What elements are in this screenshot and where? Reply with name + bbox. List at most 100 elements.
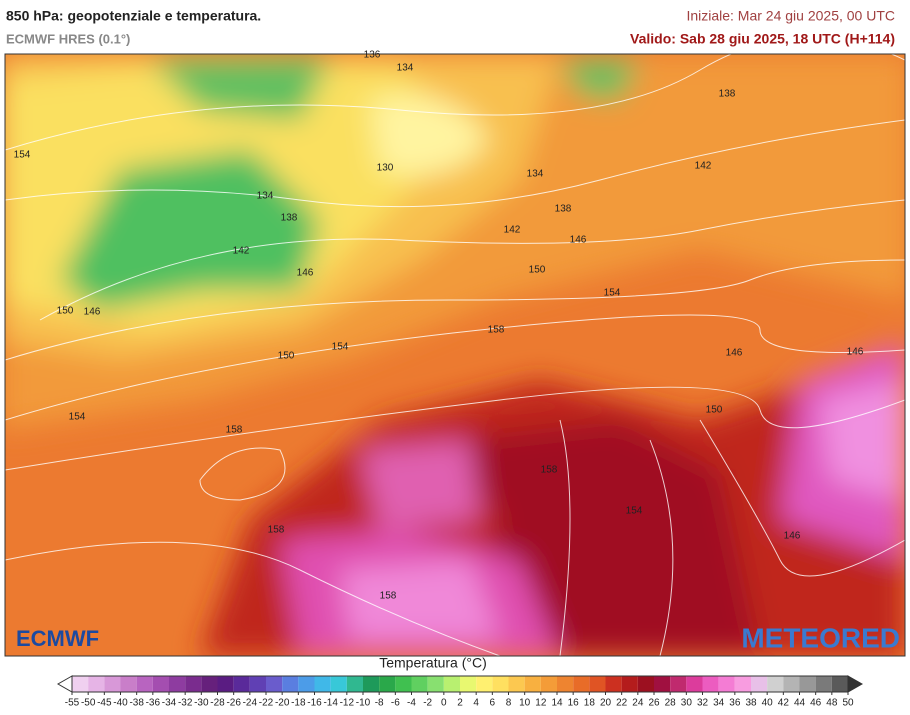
colorbar-box [427, 676, 444, 692]
colorbar-label: -6 [391, 698, 400, 709]
colorbar-label: 42 [778, 698, 790, 709]
colorbar-label: 16 [568, 698, 580, 709]
colorbar-label: -18 [291, 698, 306, 709]
colorbar-label: -20 [275, 698, 290, 709]
colorbar-label: -45 [97, 698, 112, 709]
contour-label: 158 [226, 425, 243, 436]
colorbar-box [249, 676, 266, 692]
logo-meteored: METEORED [741, 622, 900, 653]
colorbar-label: -24 [243, 698, 258, 709]
colorbar-box [169, 676, 186, 692]
contour-label: 158 [488, 325, 505, 336]
colorbar-label: 50 [842, 698, 854, 709]
colorbar-label: 18 [584, 698, 596, 709]
colorbar-box [443, 676, 460, 692]
contour-label: 158 [268, 525, 285, 536]
colorbar-box [621, 676, 638, 692]
contour-label: 146 [784, 531, 801, 542]
title: 850 hPa: geopotenziale e temperatura. [6, 8, 261, 24]
colorbar-box [637, 676, 654, 692]
colorbar-box [363, 676, 380, 692]
contour-label: 146 [847, 347, 864, 358]
colorbar-label: -36 [146, 698, 161, 709]
colorbar-label: 10 [519, 698, 531, 709]
colorbar-label: -22 [259, 698, 274, 709]
contour-label: 138 [281, 213, 298, 224]
colorbar-box [411, 676, 428, 692]
colorbar-label: -30 [194, 698, 209, 709]
colorbar-box [72, 676, 89, 692]
colorbar-label: -14 [323, 698, 338, 709]
colorbar-box [217, 676, 234, 692]
colorbar-box [201, 676, 218, 692]
colorbar-box [136, 676, 153, 692]
colorbar-label: 38 [745, 698, 757, 709]
colorbar-label: 46 [810, 698, 822, 709]
colorbar-box [605, 676, 622, 692]
colorbar-box [573, 676, 590, 692]
colorbar-label: -38 [129, 698, 144, 709]
colorbar-label: -2 [423, 698, 432, 709]
colorbar-label: -10 [356, 698, 371, 709]
colorbar-label: 12 [535, 698, 547, 709]
contour-label: 138 [719, 89, 736, 100]
colorbar-box [589, 676, 606, 692]
colorbar-box [346, 676, 363, 692]
colorbar-box [670, 676, 687, 692]
init-time: Iniziale: Mar 24 giu 2025, 00 UTC [686, 8, 895, 24]
colorbar-box [330, 676, 347, 692]
colorbar-box [654, 676, 671, 692]
contour-label: 142 [504, 225, 521, 236]
colorbar-label: 2 [457, 698, 463, 709]
colorbar-label: -40 [113, 698, 128, 709]
contour-label: 134 [257, 191, 274, 202]
colorbar-label: 36 [729, 698, 741, 709]
colorbar-label: 48 [826, 698, 838, 709]
valid-time: Valido: Sab 28 giu 2025, 18 UTC (H+114) [630, 31, 895, 47]
colorbar-label: -28 [210, 698, 225, 709]
colorbar-box [185, 676, 202, 692]
contour-label: 150 [57, 306, 74, 317]
colorbar-box [152, 676, 169, 692]
colorbar-label: 28 [665, 698, 677, 709]
contour-label: 146 [84, 307, 101, 318]
colorbar-label: 34 [713, 698, 725, 709]
map-frame [4, 53, 906, 657]
colorbar-label: -26 [226, 698, 241, 709]
colorbar-box [379, 676, 396, 692]
colorbar-box [508, 676, 525, 692]
contour-label: 146 [726, 348, 743, 359]
colorbar-box [314, 676, 331, 692]
colorbar-box [831, 676, 848, 692]
contour-label: 142 [695, 161, 712, 172]
colorbar-label: 30 [681, 698, 693, 709]
colorbar-box [476, 676, 493, 692]
contour-label: 154 [604, 288, 621, 299]
contour-label: 146 [297, 268, 314, 279]
colorbar-label: 32 [697, 698, 709, 709]
colorbar-box [266, 676, 283, 692]
model: ECMWF HRES (0.1°) [6, 31, 130, 46]
colorbar-box [686, 676, 703, 692]
colorbar-box [702, 676, 719, 692]
contour-label: 150 [529, 265, 546, 276]
contour-label: 142 [233, 246, 250, 257]
colorbar-box [395, 676, 412, 692]
contour-label: 150 [706, 405, 723, 416]
colorbar-label: 8 [506, 698, 512, 709]
colorbar-box [233, 676, 250, 692]
colorbar-label: -50 [81, 698, 96, 709]
colorbar-label: 44 [794, 698, 806, 709]
colorbar-box [88, 676, 105, 692]
colorbar-label: -8 [375, 698, 384, 709]
map [5, 54, 905, 656]
colorbar-label: 6 [490, 698, 496, 709]
colorbar-label: 4 [473, 698, 479, 709]
colorbar-label: 0 [441, 698, 447, 709]
colorbar-label: 22 [616, 698, 628, 709]
colorbar-box [815, 676, 832, 692]
colorbar-box [799, 676, 816, 692]
colorbar-box [718, 676, 735, 692]
contour-label: 146 [570, 235, 587, 246]
